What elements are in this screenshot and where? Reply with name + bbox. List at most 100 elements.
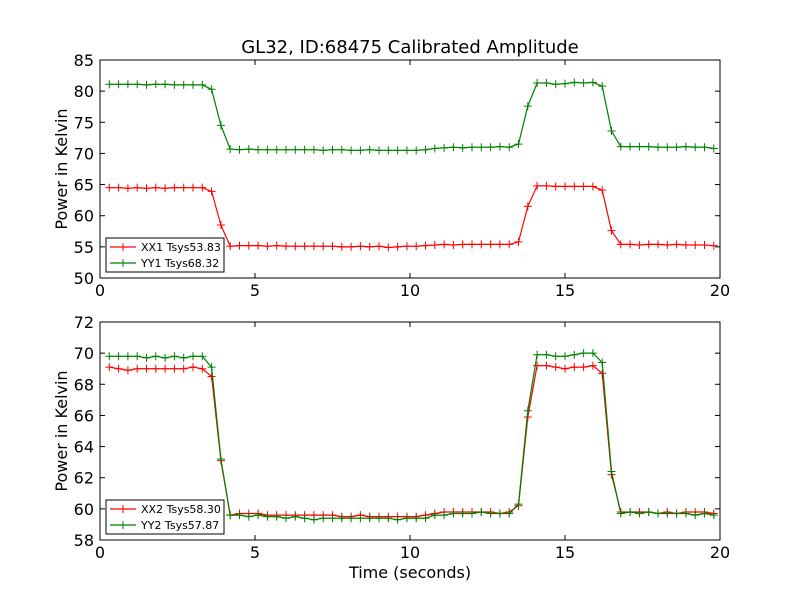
- data-point-marker: [216, 121, 225, 130]
- legend-label: XX2 Tsys58.30: [141, 503, 221, 516]
- data-point-marker: [598, 369, 607, 378]
- data-point-marker: [691, 143, 700, 152]
- data-point-marker: [579, 349, 588, 358]
- data-point-marker: [402, 146, 411, 155]
- data-point-marker: [133, 364, 142, 373]
- data-point-marker: [291, 512, 300, 521]
- x-tick-label: 10: [400, 281, 420, 300]
- legend-swatch-marker: [119, 521, 127, 529]
- data-point-marker: [300, 145, 309, 154]
- data-point-marker: [579, 182, 588, 191]
- data-point-marker: [356, 242, 365, 251]
- data-point-marker: [486, 240, 495, 249]
- data-point-marker: [486, 509, 495, 518]
- data-point-marker: [458, 240, 467, 249]
- y-tick-label: 50: [74, 269, 94, 288]
- data-point-marker: [189, 352, 197, 361]
- data-point-marker: [654, 509, 662, 518]
- x-axis-label: Time (seconds): [348, 563, 471, 582]
- data-point-marker: [133, 352, 142, 361]
- data-point-marker: [179, 80, 188, 89]
- data-point-marker: [523, 202, 532, 211]
- data-point-marker: [458, 143, 467, 152]
- data-point-marker: [663, 240, 672, 249]
- legend-box: [105, 499, 225, 535]
- data-point-marker: [337, 514, 346, 523]
- data-point-marker: [291, 145, 300, 154]
- data-point-marker: [384, 146, 393, 155]
- data-point-marker: [272, 241, 281, 250]
- data-point-marker: [440, 240, 449, 249]
- top-panel: 0 5 10 15 20 50 55 60 65 70 75 80 85 Power in Kelvin X…: [52, 51, 730, 300]
- data-point-marker: [412, 146, 421, 155]
- data-point-marker: [207, 363, 216, 372]
- data-point-marker: [142, 80, 151, 89]
- data-point-marker: [365, 242, 374, 251]
- data-point-marker: [449, 240, 458, 249]
- data-point-marker: [189, 363, 197, 372]
- data-point-marker: [523, 102, 532, 111]
- data-point-marker: [672, 143, 681, 152]
- y-tick-label: 55: [74, 238, 94, 257]
- data-point-marker: [430, 511, 439, 520]
- data-point-marker: [244, 145, 253, 154]
- data-point-marker: [663, 143, 672, 152]
- data-point-marker: [598, 186, 607, 195]
- data-point-marker: [495, 509, 504, 518]
- data-point-marker: [654, 143, 662, 152]
- data-point-marker: [179, 364, 188, 373]
- data-point-marker: [607, 127, 616, 136]
- x-tick-label: 20: [710, 543, 730, 562]
- data-point-marker: [561, 79, 569, 88]
- data-point-marker: [533, 181, 542, 190]
- data-point-marker: [477, 240, 486, 249]
- data-point-marker: [375, 242, 383, 251]
- data-point-marker: [198, 352, 207, 361]
- data-point-marker: [123, 80, 132, 89]
- data-point-marker: [402, 242, 411, 251]
- data-point-marker: [570, 363, 579, 372]
- data-point-marker: [393, 242, 402, 251]
- data-point-marker: [263, 242, 272, 251]
- data-point-marker: [282, 145, 290, 154]
- data-point-marker: [588, 349, 597, 358]
- data-point-marker: [523, 406, 532, 415]
- data-point-marker: [263, 145, 272, 154]
- data-point-marker: [123, 184, 132, 193]
- data-point-marker: [356, 514, 365, 523]
- data-point-marker: [161, 364, 170, 373]
- data-point-marker: [114, 80, 123, 89]
- data-point-marker: [644, 507, 653, 516]
- data-point-marker: [579, 79, 588, 88]
- y-tick-label: 70: [74, 144, 94, 163]
- y-tick-label: 75: [74, 113, 94, 132]
- x-tick-label: 0: [95, 281, 105, 300]
- data-point-marker: [421, 145, 430, 154]
- data-point-marker: [654, 240, 662, 249]
- data-point-marker: [328, 514, 337, 523]
- data-point-marker: [161, 184, 170, 193]
- data-point-marker: [468, 509, 476, 518]
- data-point-marker: [533, 350, 542, 359]
- data-point-marker: [114, 364, 123, 373]
- x-tick-label: 0: [95, 543, 105, 562]
- data-point-marker: [356, 146, 365, 155]
- data-point-marker: [700, 240, 709, 249]
- data-point-marker: [189, 183, 197, 192]
- data-point-marker: [681, 509, 690, 518]
- chart-title: GL32, ID:68475 Calibrated Amplitude: [241, 37, 579, 58]
- y-tick-label: 60: [74, 207, 94, 226]
- data-point-marker: [105, 183, 114, 192]
- data-point-marker: [551, 363, 560, 372]
- data-point-marker: [198, 183, 207, 192]
- series-line-2: [109, 81, 714, 151]
- data-point-marker: [570, 182, 579, 191]
- x-tick-label: 20: [710, 281, 730, 300]
- data-point-marker: [309, 242, 318, 251]
- y-tick-label: 65: [74, 176, 94, 195]
- data-point-marker: [309, 145, 318, 154]
- data-point-marker: [254, 511, 263, 520]
- data-point-marker: [663, 509, 672, 518]
- data-point-marker: [263, 512, 272, 521]
